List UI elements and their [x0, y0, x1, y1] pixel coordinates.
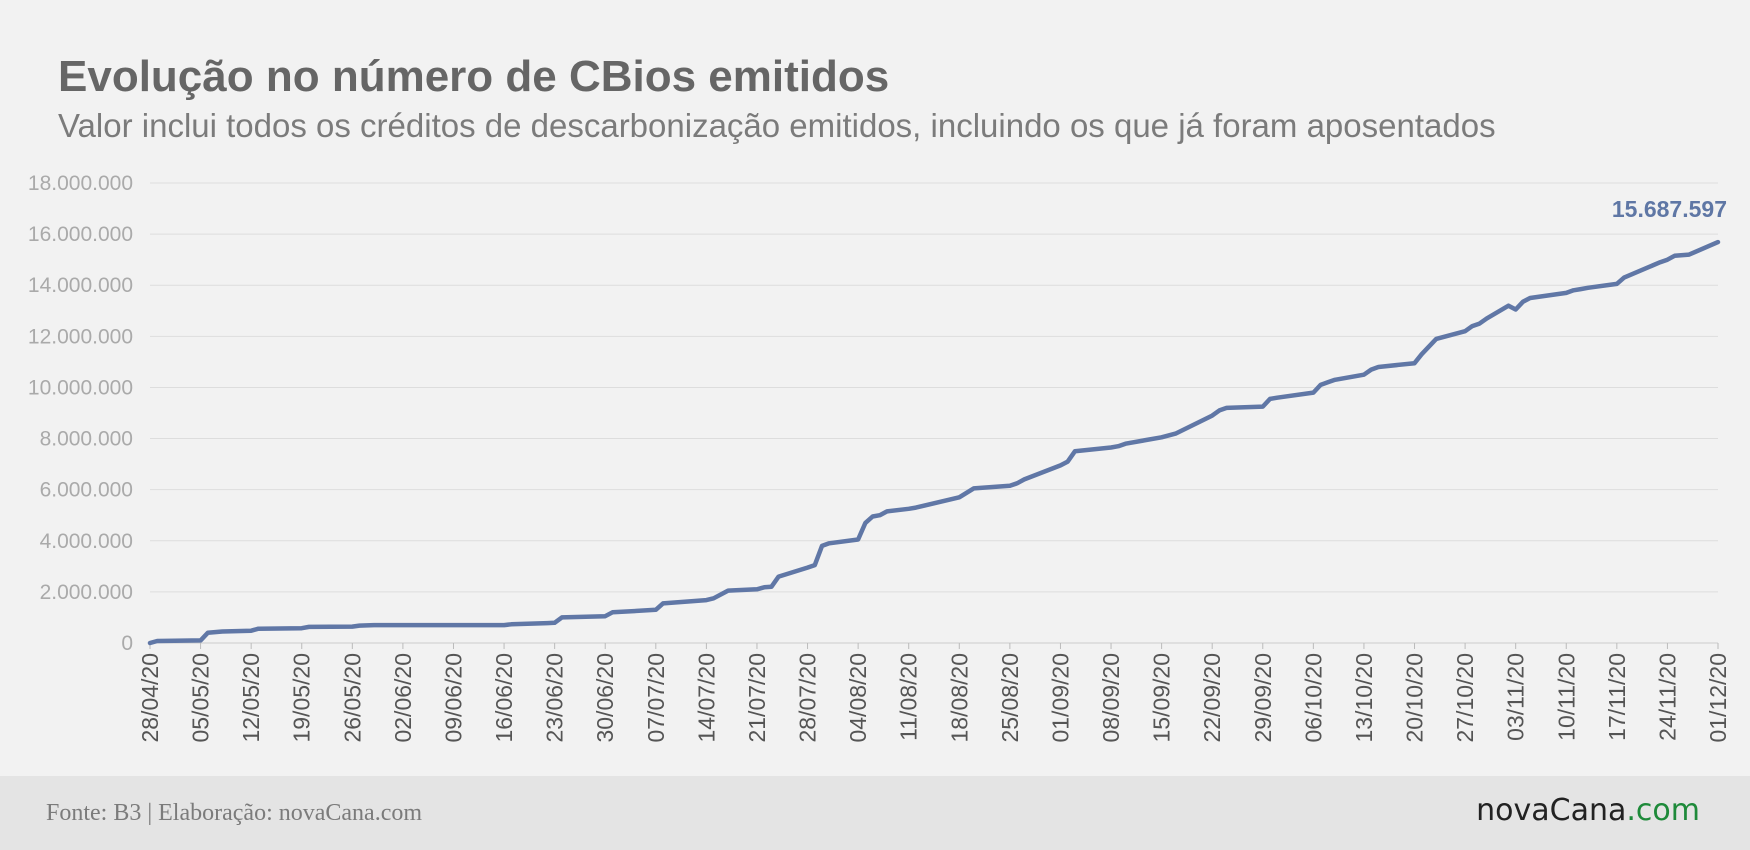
y-tick-label: 16.000.000: [28, 223, 133, 246]
x-tick-label: 15/09/20: [1149, 653, 1175, 743]
x-tick-label: 06/10/20: [1300, 653, 1326, 743]
x-tick-label: 28/07/20: [795, 653, 821, 743]
logo-text: novaCana: [1476, 793, 1627, 828]
logo-suffix: .com: [1626, 793, 1700, 828]
end-value-label: 15.687.597: [1612, 196, 1727, 222]
y-tick-label: 10.000.000: [28, 376, 133, 399]
x-tick-label: 01/09/20: [1047, 653, 1073, 743]
y-axis: 0 2.000.000 4.000.000 6.000.000 8.000.000 10.…: [28, 172, 133, 655]
x-tick-label: 25/08/20: [997, 653, 1023, 743]
x-tick-label: 17/11/20: [1604, 653, 1630, 741]
x-tick-label: 30/06/20: [592, 653, 618, 743]
x-tick-label: 27/10/20: [1452, 653, 1478, 743]
source-text: Fonte: B3 | Elaboração: novaCana.com: [46, 800, 423, 826]
x-tick-label: 07/07/20: [643, 653, 669, 743]
x-tick-label: 11/08/20: [896, 653, 922, 741]
x-tick-label: 24/11/20: [1654, 653, 1680, 741]
series-layer: [147, 239, 1721, 646]
y-tick-label: 12.000.000: [28, 325, 133, 348]
x-tick-label: 02/06/20: [390, 653, 416, 743]
x-tick-label: 13/10/20: [1351, 653, 1377, 743]
y-tick-label: 14.000.000: [28, 274, 133, 297]
footer: Fonte: B3 | Elaboração: novaCana.com nov…: [0, 776, 1750, 850]
chart-title: Evolução no número de CBios emitidos: [58, 52, 890, 101]
x-tick-label: 16/06/20: [491, 653, 517, 743]
x-tick-label: 21/07/20: [744, 653, 770, 743]
x-tick-label: 23/06/20: [542, 653, 568, 743]
x-tick-label: 14/07/20: [693, 653, 719, 743]
y-tick-label: 2.000.000: [40, 581, 133, 604]
x-axis: 28/04/20 05/05/20 12/05/20 19/05/20 26/05/20…: [137, 642, 1731, 743]
x-tick-label: 12/05/20: [238, 653, 264, 743]
novacana-logo: novaCana.com: [1476, 793, 1700, 828]
x-tick-label: 04/08/20: [845, 653, 871, 743]
series-line: [147, 239, 1721, 646]
y-tick-label: 18.000.000: [28, 172, 133, 195]
chart-subtitle: Valor inclui todos os créditos de descar…: [58, 107, 1496, 144]
y-tick-label: 6.000.000: [40, 479, 133, 502]
y-tick-label: 8.000.000: [40, 428, 133, 451]
x-tick-label: 10/11/20: [1553, 653, 1579, 741]
x-tick-label: 01/12/20: [1705, 653, 1731, 743]
x-tick-label: 05/05/20: [188, 653, 214, 743]
x-tick-label: 08/09/20: [1098, 653, 1124, 743]
x-tick-label: 03/11/20: [1503, 653, 1529, 741]
x-tick-label: 18/08/20: [946, 653, 972, 743]
x-tick-label: 22/09/20: [1199, 653, 1225, 743]
x-tick-label: 20/10/20: [1402, 653, 1428, 743]
y-tick-label: 0: [121, 632, 133, 655]
x-tick-label: 28/04/20: [137, 653, 163, 743]
line-chart: 0 2.000.000 4.000.000 6.000.000 8.000.000 10.…: [28, 172, 1731, 743]
y-tick-label: 4.000.000: [40, 530, 133, 553]
x-tick-label: 29/09/20: [1250, 653, 1276, 743]
gridlines: [150, 182, 1718, 593]
x-tick-label: 19/05/20: [289, 653, 315, 743]
x-tick-label: 26/05/20: [339, 653, 365, 743]
x-tick-label: 09/06/20: [440, 653, 466, 743]
